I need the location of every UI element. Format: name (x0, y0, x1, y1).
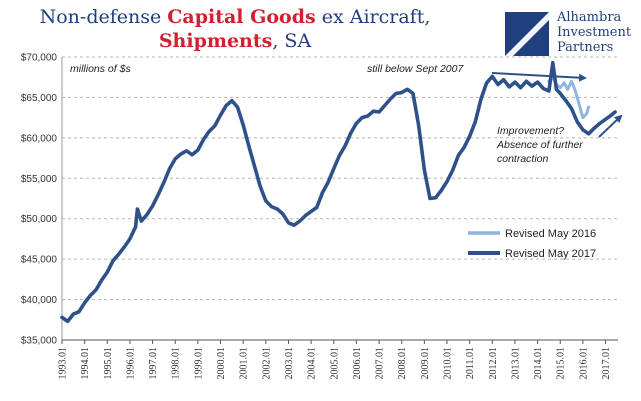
x-tick-label: 2016.01 (578, 347, 589, 380)
x-tick-label: 2008.01 (397, 347, 408, 380)
gridlines (62, 56, 618, 301)
x-tick-label: 2012.01 (488, 347, 499, 380)
x-tick-label: 2004.01 (307, 347, 318, 380)
title-highlight-shipments: Shipments (158, 30, 273, 52)
arrow-still-below (491, 72, 587, 82)
y-tick-label: $50,000 (21, 214, 58, 225)
x-tick-label: 2010.01 (443, 347, 454, 380)
x-tick-label: 2011.01 (465, 347, 476, 379)
logo-line-2: Investment (557, 25, 632, 40)
x-tick-label: 2014.01 (533, 347, 544, 380)
x-tick-label: 2003.01 (284, 347, 295, 380)
x-tick-label: 2001.01 (239, 347, 250, 380)
x-tick-label: 2009.01 (420, 347, 431, 380)
title-highlight-capital-goods: Capital Goods (167, 6, 316, 28)
series-lines (60, 60, 617, 324)
annotation-improvement: Improvement? (497, 125, 564, 137)
logo-line-3: Partners (557, 40, 614, 55)
x-tick-label: 2017.01 (601, 347, 612, 380)
annotation-absence: Absence of further (496, 139, 583, 151)
x-tick-label: 2002.01 (261, 347, 272, 380)
x-tick-label: 1997.01 (148, 347, 159, 380)
alhambra-logo-icon (505, 12, 549, 56)
x-tick-label: 1999.01 (193, 347, 204, 380)
y-axis-tick-labels: $35,000 $40,000 $45,000 $50,000 $55,000 $60,0… (21, 53, 58, 347)
legend-label-2017: Revised May 2017 (505, 248, 596, 260)
x-axis-tick-labels: 1993.01 1994.01 1995.01 1996.01 1997.01 1998.… (58, 347, 613, 380)
legend-label-2016: Revised May 2016 (505, 228, 596, 240)
chart-title-line-2: Shipments, SA (0, 30, 470, 52)
y-tick-label: $45,000 (21, 255, 58, 266)
y-tick-label: $40,000 (21, 295, 58, 306)
logo-line-1: Alhambra (557, 10, 622, 25)
x-tick-label: 1995.01 (103, 347, 114, 380)
series-line-revised-may-2017 (60, 60, 617, 324)
x-tick-label: 2005.01 (329, 347, 340, 380)
x-tick-label: 2000.01 (216, 347, 227, 380)
annotation-still-below: still below Sept 2007 (367, 63, 464, 75)
y-tick-label: $65,000 (21, 93, 58, 104)
x-tick-label: 1993.01 (58, 347, 69, 380)
x-tick-label: 2006.01 (352, 347, 363, 380)
alhambra-logo: Alhambra Investment Partners (505, 8, 637, 64)
logo-text: Alhambra Investment Partners (557, 10, 631, 55)
chart-title-line-1: Non-defense Capital Goods ex Aircraft, (0, 6, 470, 28)
x-tick-label: 1996.01 (125, 347, 136, 380)
x-tick-label: 2007.01 (375, 347, 386, 380)
y-tick-label: $60,000 (21, 133, 58, 144)
y-tick-label: $35,000 (21, 336, 58, 347)
title-prefix: Non-defense (39, 6, 168, 28)
axes (61, 57, 618, 344)
title-line2-suffix: , SA (272, 30, 312, 52)
annotation-contraction: contraction (497, 153, 549, 165)
y-tick-label: $70,000 (21, 53, 58, 64)
x-tick-label: 1998.01 (171, 347, 182, 380)
x-tick-label: 2013.01 (510, 347, 521, 380)
x-tick-label: 1994.01 (80, 347, 91, 380)
legend: Revised May 2016 Revised May 2017 (468, 228, 596, 260)
title-suffix: ex Aircraft, (315, 6, 431, 28)
arrow-improvement (598, 114, 623, 138)
x-tick-label: 2015.01 (556, 347, 567, 380)
y-tick-label: $55,000 (21, 174, 58, 185)
units-label: millions of $s (70, 63, 131, 75)
